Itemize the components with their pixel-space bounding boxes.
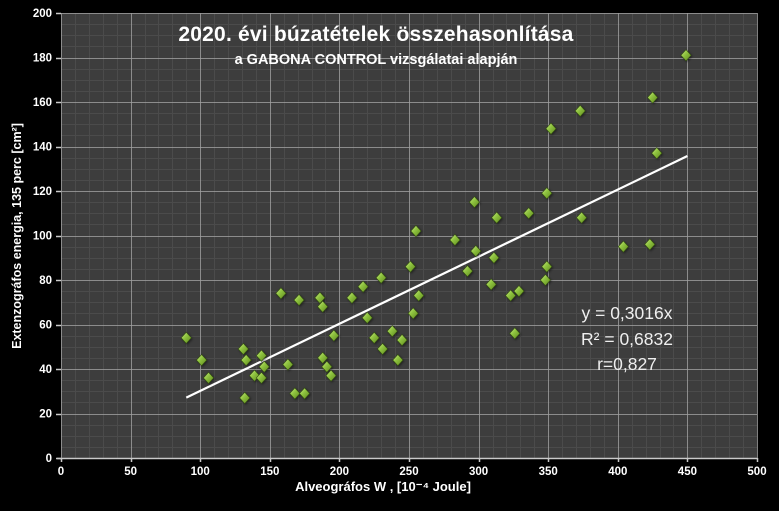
chart-title-block: 2020. évi búzatételek összehasonlítása a… [61,22,691,69]
data-point [375,271,387,284]
data-point [523,207,535,220]
axis-lines [56,12,759,462]
data-point [240,354,252,367]
data-point [317,351,329,364]
data-point [328,329,340,342]
svg-text:60: 60 [39,320,52,332]
data-point [488,251,500,264]
data-point [299,387,311,400]
scatter-points [180,49,692,404]
r-squared-value: R² = 0,6832 [581,328,673,349]
chart-subtitle: a GABONA CONTROL vizsgálatai alapján [234,52,518,69]
svg-text:500: 500 [747,466,766,478]
chart-title: 2020. évi búzatételek összehasonlítása [178,23,574,46]
data-point [461,265,473,278]
data-point [239,391,251,404]
data-point [346,291,358,304]
svg-text:100: 100 [191,466,210,478]
data-point [325,369,337,382]
data-point [470,245,482,258]
svg-text:150: 150 [260,466,279,478]
correlation-value: r=0,827 [597,354,657,374]
data-point [255,349,267,362]
data-point [377,342,389,356]
data-point [449,233,461,246]
svg-text:200: 200 [33,8,52,20]
data-point [468,196,480,209]
data-point [275,287,287,300]
data-point [513,285,525,298]
y-axis-title: Extenzográfos energia, 135 perc [cm²] [10,123,24,349]
data-point [237,342,249,356]
data-point [361,311,373,324]
data-point [413,289,425,302]
x-tick-labels: 0 50 100 150 200 250 300 350 400 450 500 [58,466,767,478]
data-point [386,325,398,338]
data-point [258,360,270,373]
svg-text:300: 300 [469,466,488,478]
minor-gridlines [61,13,757,458]
data-point [293,293,305,307]
data-point [651,147,663,160]
svg-text:100: 100 [33,231,52,243]
data-point [509,327,521,340]
trendline-annotation: y = 0,3016x R² = 0,6832 r=0,827 [534,301,720,378]
trendline [185,155,688,399]
trendline-equation: y = 0,3016x [581,303,673,323]
svg-text:160: 160 [33,97,52,109]
svg-text:0: 0 [58,466,64,478]
data-point [576,211,588,224]
svg-text:0: 0 [46,453,52,465]
data-point [541,187,553,200]
data-point [282,358,294,371]
data-point [485,278,497,291]
svg-text:400: 400 [608,466,627,478]
svg-text:120: 120 [33,186,52,198]
data-point [255,371,267,384]
data-point [396,334,408,347]
data-point [321,360,333,373]
data-point [314,291,326,304]
svg-text:450: 450 [678,466,697,478]
data-point [203,371,215,384]
data-point [404,260,416,273]
data-point [545,122,557,135]
data-point [539,273,551,287]
data-point [289,387,301,400]
data-point [541,260,553,273]
data-point [368,331,380,344]
svg-text:80: 80 [39,275,52,287]
svg-text:50: 50 [124,466,137,478]
data-point [491,211,503,224]
data-point [392,354,404,367]
svg-text:20: 20 [39,409,52,421]
svg-text:250: 250 [399,466,418,478]
data-point [505,289,517,302]
data-point [196,354,208,367]
data-point [317,300,329,313]
data-point [680,49,692,62]
data-point [357,280,369,293]
data-point [644,238,656,251]
data-point [410,225,422,238]
data-point [647,91,659,104]
x-axis-title: Alveográfos W , [10⁻⁴ Joule] [295,479,471,494]
svg-text:140: 140 [33,142,52,154]
svg-text:350: 350 [539,466,558,478]
data-point [407,307,419,320]
data-point [180,331,192,344]
svg-text:180: 180 [33,53,52,65]
y-tick-labels: 0 20 40 60 80 100 120 140 160 180 200 [33,8,52,465]
svg-text:200: 200 [330,466,349,478]
data-point [617,240,629,253]
svg-text:40: 40 [39,364,52,376]
data-point [574,104,586,117]
